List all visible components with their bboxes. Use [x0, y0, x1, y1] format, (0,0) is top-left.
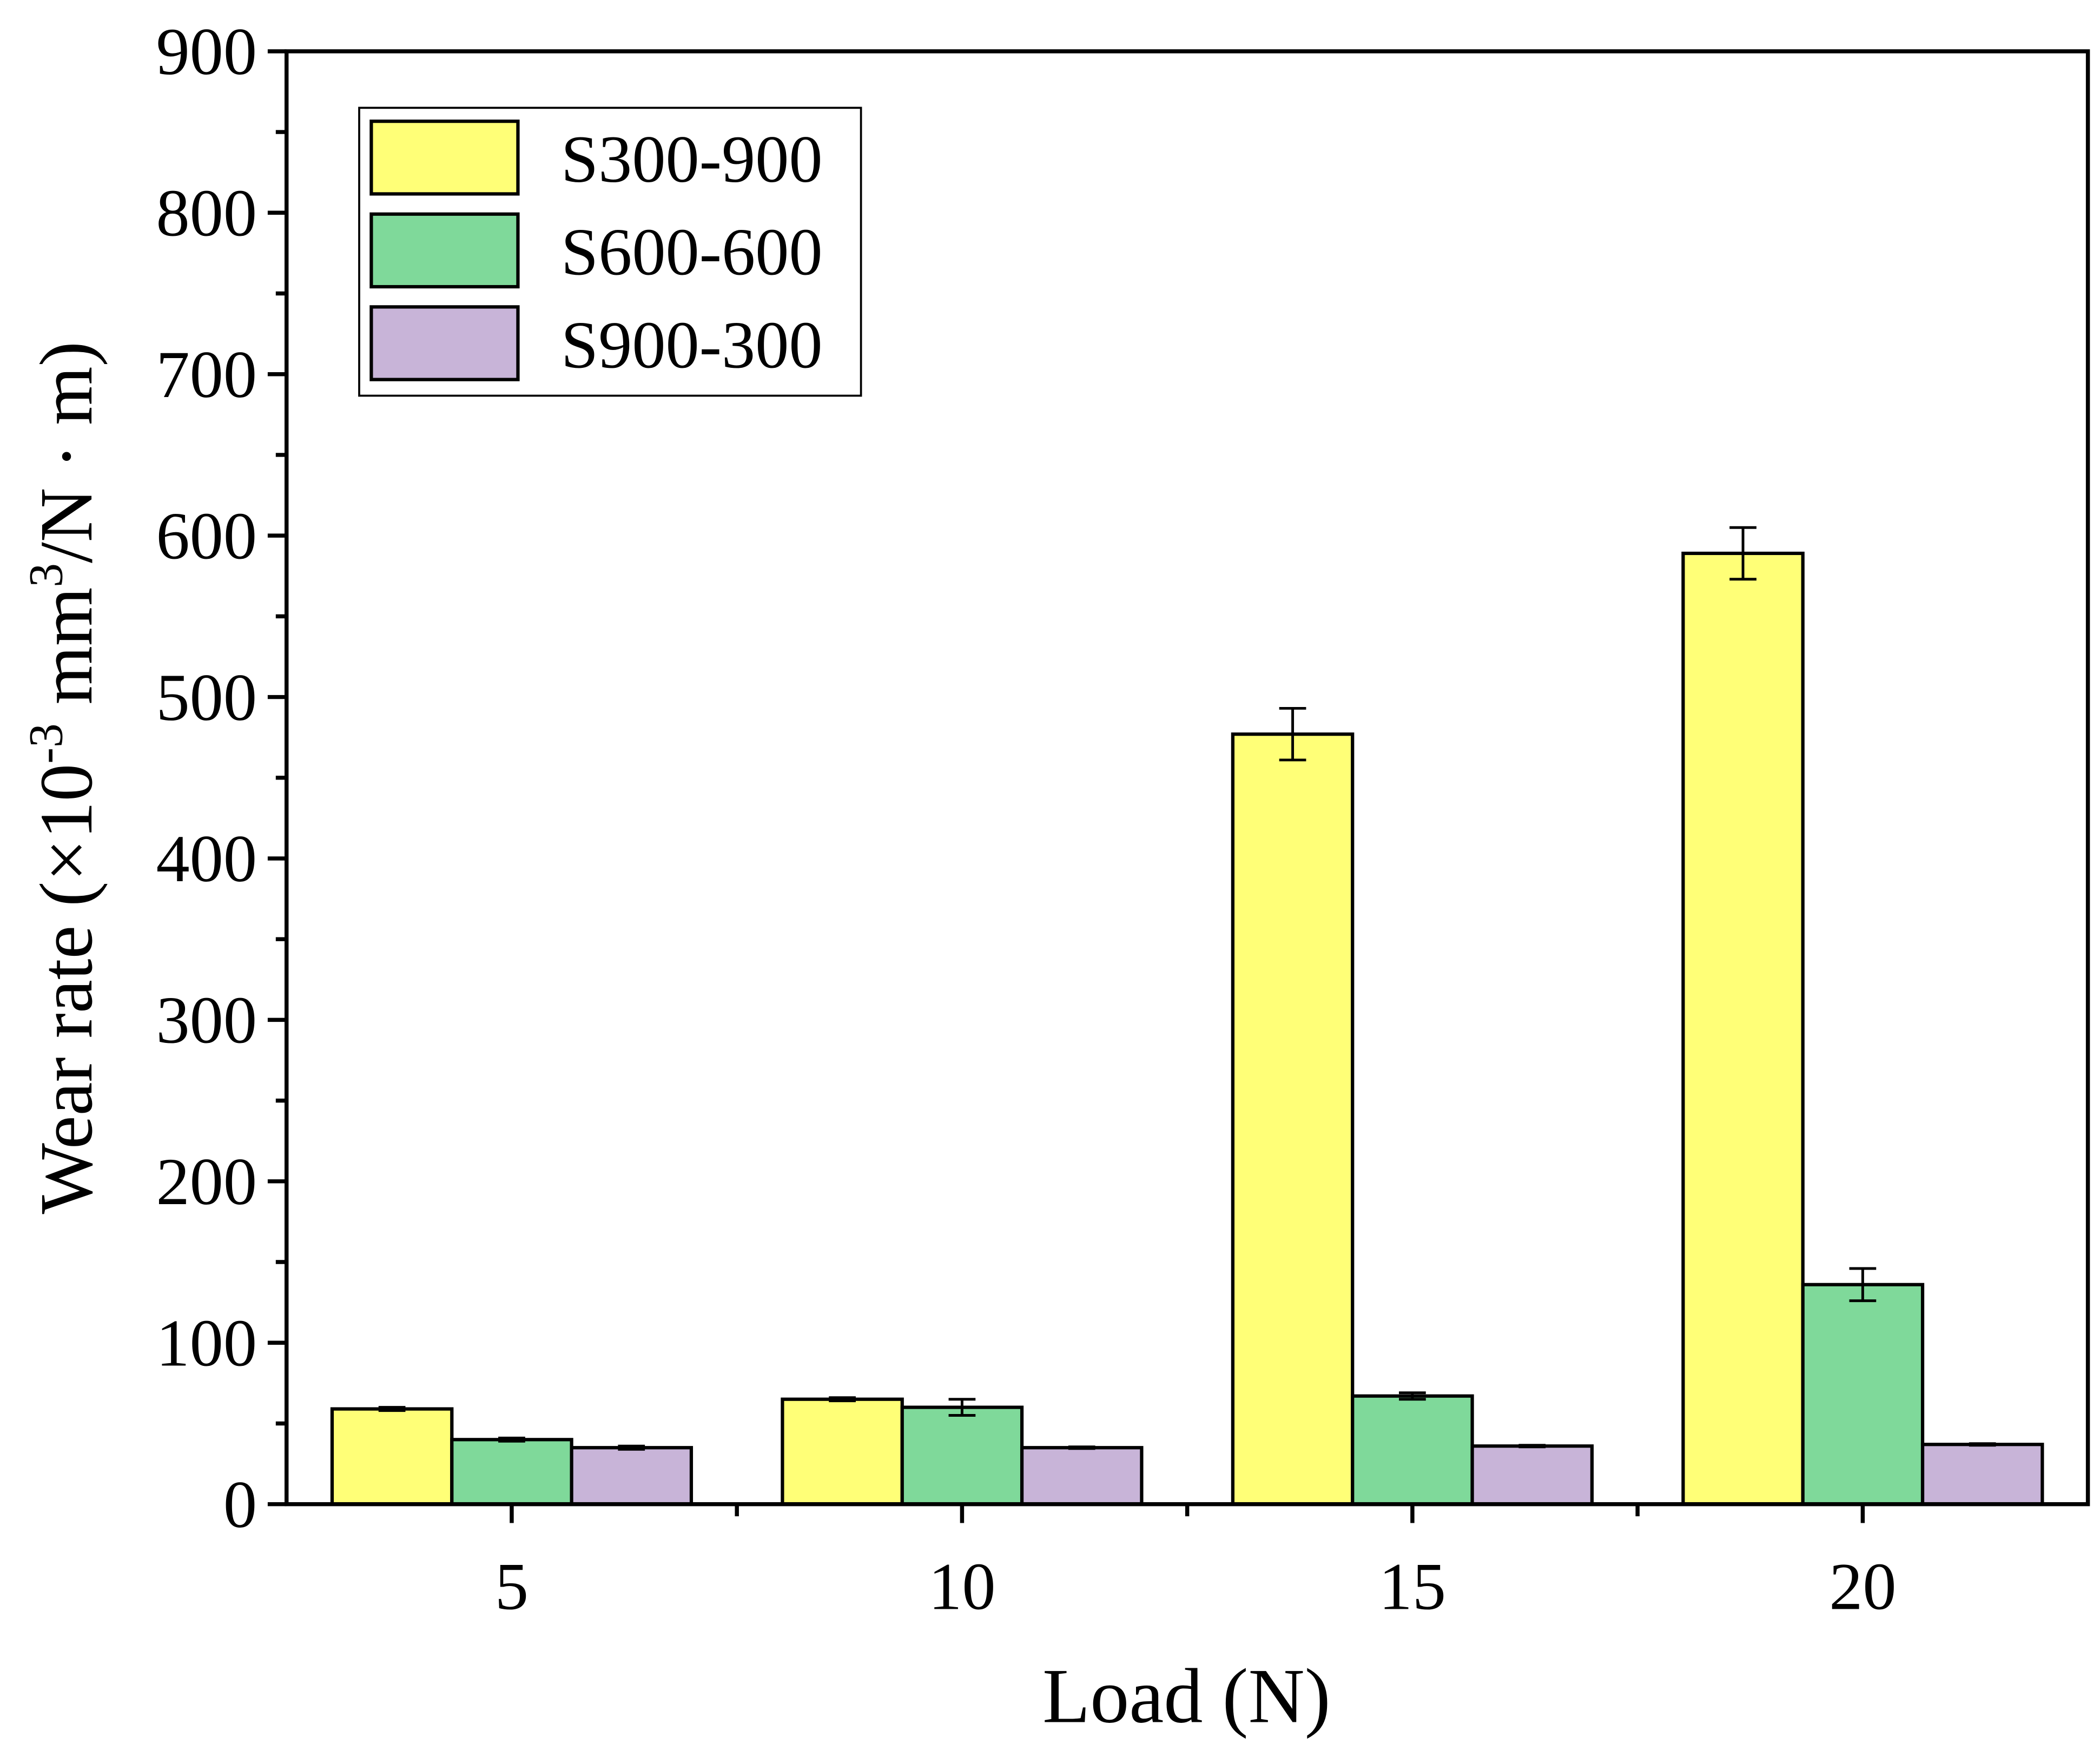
y-axis-title-sup: -3 [19, 723, 72, 764]
y-tick-label: 200 [156, 1144, 256, 1219]
error-bar [378, 1406, 406, 1412]
y-tick-label: 0 [223, 1467, 257, 1542]
bar [781, 1397, 904, 1506]
y-tick-label: 800 [156, 176, 256, 250]
bar [1681, 551, 1805, 1506]
y-tick-label: 700 [156, 337, 256, 412]
legend-label: S900-300 [561, 307, 823, 382]
error-bar [1518, 1444, 1546, 1449]
bar [570, 1446, 694, 1506]
error-bar [829, 1396, 856, 1403]
error-bar [498, 1436, 525, 1443]
y-axis-title-part: /N · m) [25, 341, 108, 563]
y-axis-title-part: Wear rate (×10 [25, 764, 108, 1214]
y-axis-title-sup: 3 [19, 563, 72, 587]
legend-label: S600-600 [561, 215, 823, 289]
legend-swatch [369, 212, 520, 289]
y-tick-label: 900 [156, 14, 256, 89]
bar [1801, 1283, 1925, 1506]
bar [1470, 1444, 1594, 1506]
legend-swatch [369, 305, 520, 381]
x-tick-label: 15 [1379, 1549, 1446, 1624]
bar [1020, 1446, 1144, 1506]
x-axis-title: Load (N) [1042, 1653, 1331, 1740]
x-tick-label: 20 [1829, 1549, 1896, 1624]
bar [450, 1438, 573, 1506]
y-tick-label: 300 [156, 983, 256, 1058]
error-bar [948, 1398, 976, 1417]
y-tick-label: 400 [156, 821, 256, 896]
y-tick-label: 100 [156, 1306, 256, 1380]
bar [330, 1407, 454, 1506]
bar [1920, 1443, 2044, 1506]
error-bar [1969, 1442, 1996, 1447]
error-bar [618, 1444, 645, 1451]
legend-swatch [369, 120, 520, 196]
x-tick-label: 10 [928, 1549, 995, 1624]
y-axis-title: Wear rate (×10-3 mm3/N · m) [19, 341, 108, 1214]
bar [1351, 1394, 1474, 1506]
y-axis-title-part: mm [25, 587, 108, 723]
x-tick-label: 5 [495, 1549, 529, 1624]
y-tick-label: 500 [156, 660, 256, 735]
error-bar [1849, 1267, 1877, 1303]
error-bar [1068, 1445, 1095, 1450]
error-bar [1279, 706, 1306, 762]
legend-label: S300-900 [561, 122, 823, 196]
error-bar [1399, 1391, 1426, 1401]
error-bar [1729, 526, 1756, 581]
bar [1231, 732, 1355, 1506]
plot-frame [284, 49, 2090, 1507]
bar [900, 1405, 1024, 1506]
y-tick-label: 600 [156, 498, 256, 573]
